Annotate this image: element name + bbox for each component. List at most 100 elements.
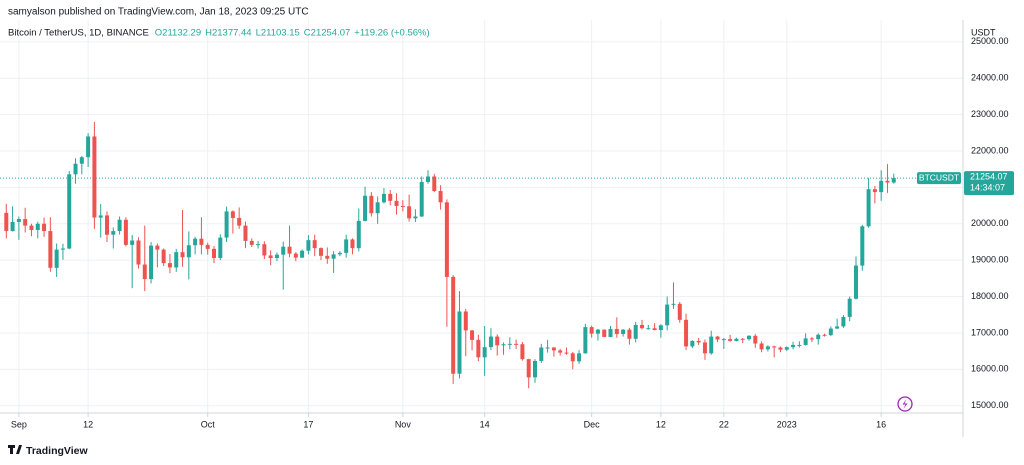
candle-body [432,176,437,192]
candle-body [369,195,374,214]
candle-body [174,252,179,268]
countdown: 14:34:07 [970,183,1005,193]
x-tick-label: 12 [83,419,93,429]
candle-body [665,304,670,326]
candle-body [476,339,481,358]
legend-value: +119.26 (+0.56%) [354,28,429,39]
candle-body [854,265,858,299]
candle-body [747,335,751,340]
x-tick-label: Oct [201,419,216,429]
candle-body [495,336,500,346]
candle-body [784,347,789,350]
candle-body [539,347,544,361]
candle-body [501,344,506,346]
candle-body [35,223,40,230]
candle-body [470,330,475,340]
y-tick-label: 22000.00 [971,145,1009,155]
candle-body [136,240,141,265]
candle-body [381,193,386,203]
candle-body [388,193,393,201]
candle-body [451,276,456,374]
candle-body [759,343,764,350]
candle-body [130,240,135,245]
candle-body [841,316,846,327]
candle-body [98,215,103,218]
y-tick-label: 17000.00 [971,327,1009,337]
candle-body [105,215,109,235]
candle-body [677,303,682,320]
candle-body [10,221,15,232]
candle-body [765,346,770,350]
candle-body [809,338,814,340]
candle-body [142,264,147,280]
candle-body [419,181,424,217]
candle-body [16,219,21,222]
candle-body [847,298,852,317]
candle-body [400,205,405,207]
candle-body [463,311,468,331]
y-axis-unit: USDT [971,27,996,37]
x-tick-label: 16 [876,419,886,429]
last-price-label: 21254.07 [970,172,1008,182]
candle-body [350,239,355,249]
candle-body [608,328,613,337]
candle-body [753,335,758,344]
candle-body [123,219,128,245]
candle-body [73,163,78,175]
candle-body [312,240,317,249]
candle-body [262,244,267,256]
candle-body [186,245,191,258]
candle-body [67,174,72,249]
candle-body [658,325,663,331]
candle-body [728,339,733,341]
x-tick-label: 2023 [777,419,797,429]
candle-body [394,200,399,206]
candle-body [514,343,519,345]
candle-body [224,211,229,238]
candle-body [652,328,657,331]
last-price-bg [964,171,1014,196]
x-tick-label: Nov [395,419,412,429]
x-tick-label: Sep [11,419,27,429]
candle-body [375,202,380,214]
symbol-tag-bg [917,172,961,185]
x-tick-label: 14 [480,419,490,429]
candle-body [413,216,418,219]
candle-body [835,326,840,329]
candle-body [29,225,34,230]
candle-body [300,250,305,258]
candle-body [621,329,626,335]
candle-body [545,347,550,349]
y-tick-label: 18000.00 [971,291,1009,301]
candle-body [167,263,172,268]
candle-body [646,328,651,330]
legend-value: O21132.29 [155,28,201,39]
candle-body [331,254,336,259]
candle-body [740,338,745,340]
candle-body [319,248,323,256]
candle-body [507,343,512,345]
brand: TradingView [26,445,88,457]
y-tick-label: 20000.00 [971,218,1009,228]
candle-body [42,223,47,232]
candle-body [526,359,531,378]
candle-body [281,246,286,255]
candle-body [715,336,720,340]
candle-body [325,255,330,259]
candle-body [117,219,122,232]
candle-body [92,136,97,218]
candle-body [520,344,525,360]
candle-body [193,238,198,246]
brand-logo [8,445,22,454]
candle-body [344,239,349,253]
candle-body [885,180,890,183]
y-tick-label: 19000.00 [971,255,1009,265]
candle-body [822,334,827,336]
candle-body [426,176,430,182]
candle-body [4,212,9,232]
candle-body [577,353,582,362]
candle-body [828,328,833,336]
x-tick-label: Dec [584,419,601,429]
